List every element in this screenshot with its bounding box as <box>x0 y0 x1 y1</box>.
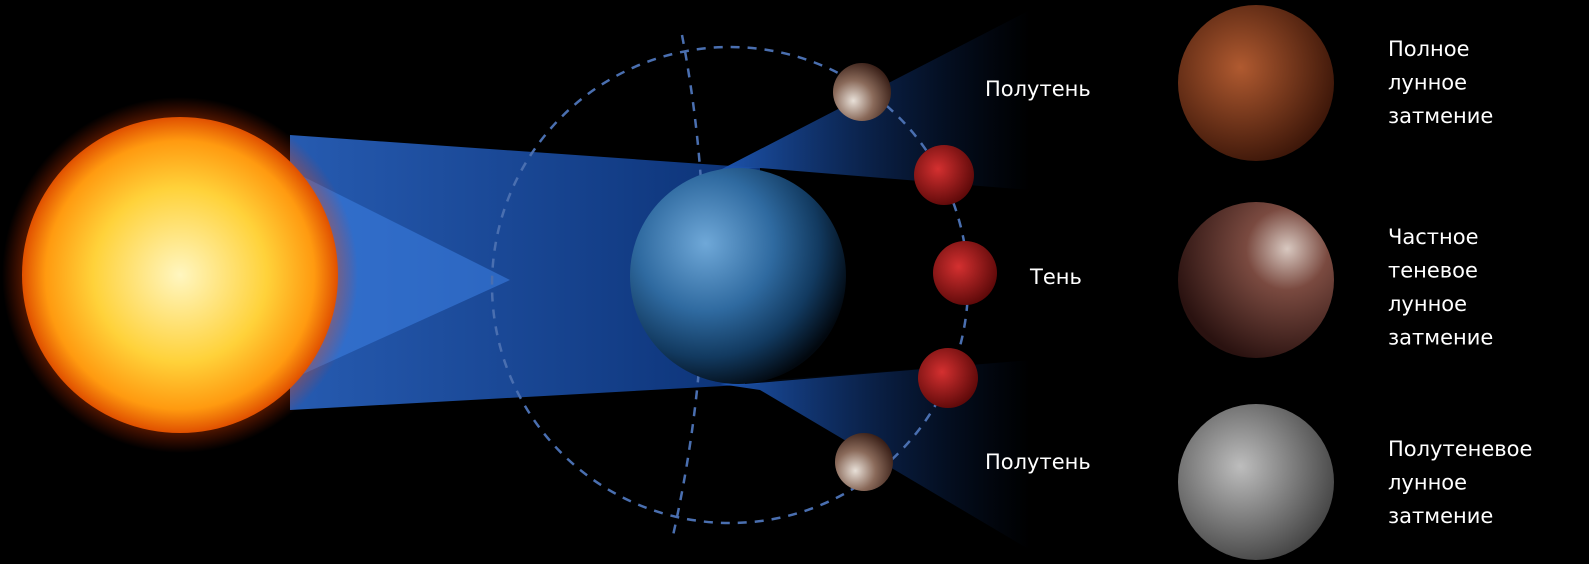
legend-text: лунное <box>1388 71 1467 95</box>
moon-partial-eclipse <box>1178 202 1334 358</box>
legend-text: затмение <box>1388 504 1493 528</box>
legend-text: затмение <box>1388 326 1493 350</box>
moon-partial-bottom <box>918 348 978 408</box>
legend-text: Частное <box>1388 225 1479 249</box>
sun <box>22 117 338 433</box>
moon-penumbral-eclipse <box>1178 404 1334 560</box>
moon-penumbra-bottom <box>835 433 893 491</box>
eclipse-diagram: Полутень Тень Полутень Полное лунное затме… <box>0 0 1589 564</box>
legend-text: лунное <box>1388 471 1467 495</box>
legend-text: затмение <box>1388 104 1493 128</box>
zone-label: Полутень <box>985 77 1091 101</box>
moon-umbra <box>933 241 997 305</box>
moon-penumbra-top <box>833 63 891 121</box>
earth <box>630 168 846 384</box>
legend-text: Полное <box>1388 37 1470 61</box>
zone-label: Тень <box>1029 265 1082 289</box>
zone-label: Полутень <box>985 450 1091 474</box>
page: Полутень Тень Полутень Полное лунное затме… <box>0 0 1589 564</box>
moon-partial-top <box>914 145 974 205</box>
legend-text: теневое <box>1388 259 1478 283</box>
legend-text: лунное <box>1388 292 1467 316</box>
moon-total-eclipse <box>1178 5 1334 161</box>
legend-text: Полутеневое <box>1388 437 1532 461</box>
